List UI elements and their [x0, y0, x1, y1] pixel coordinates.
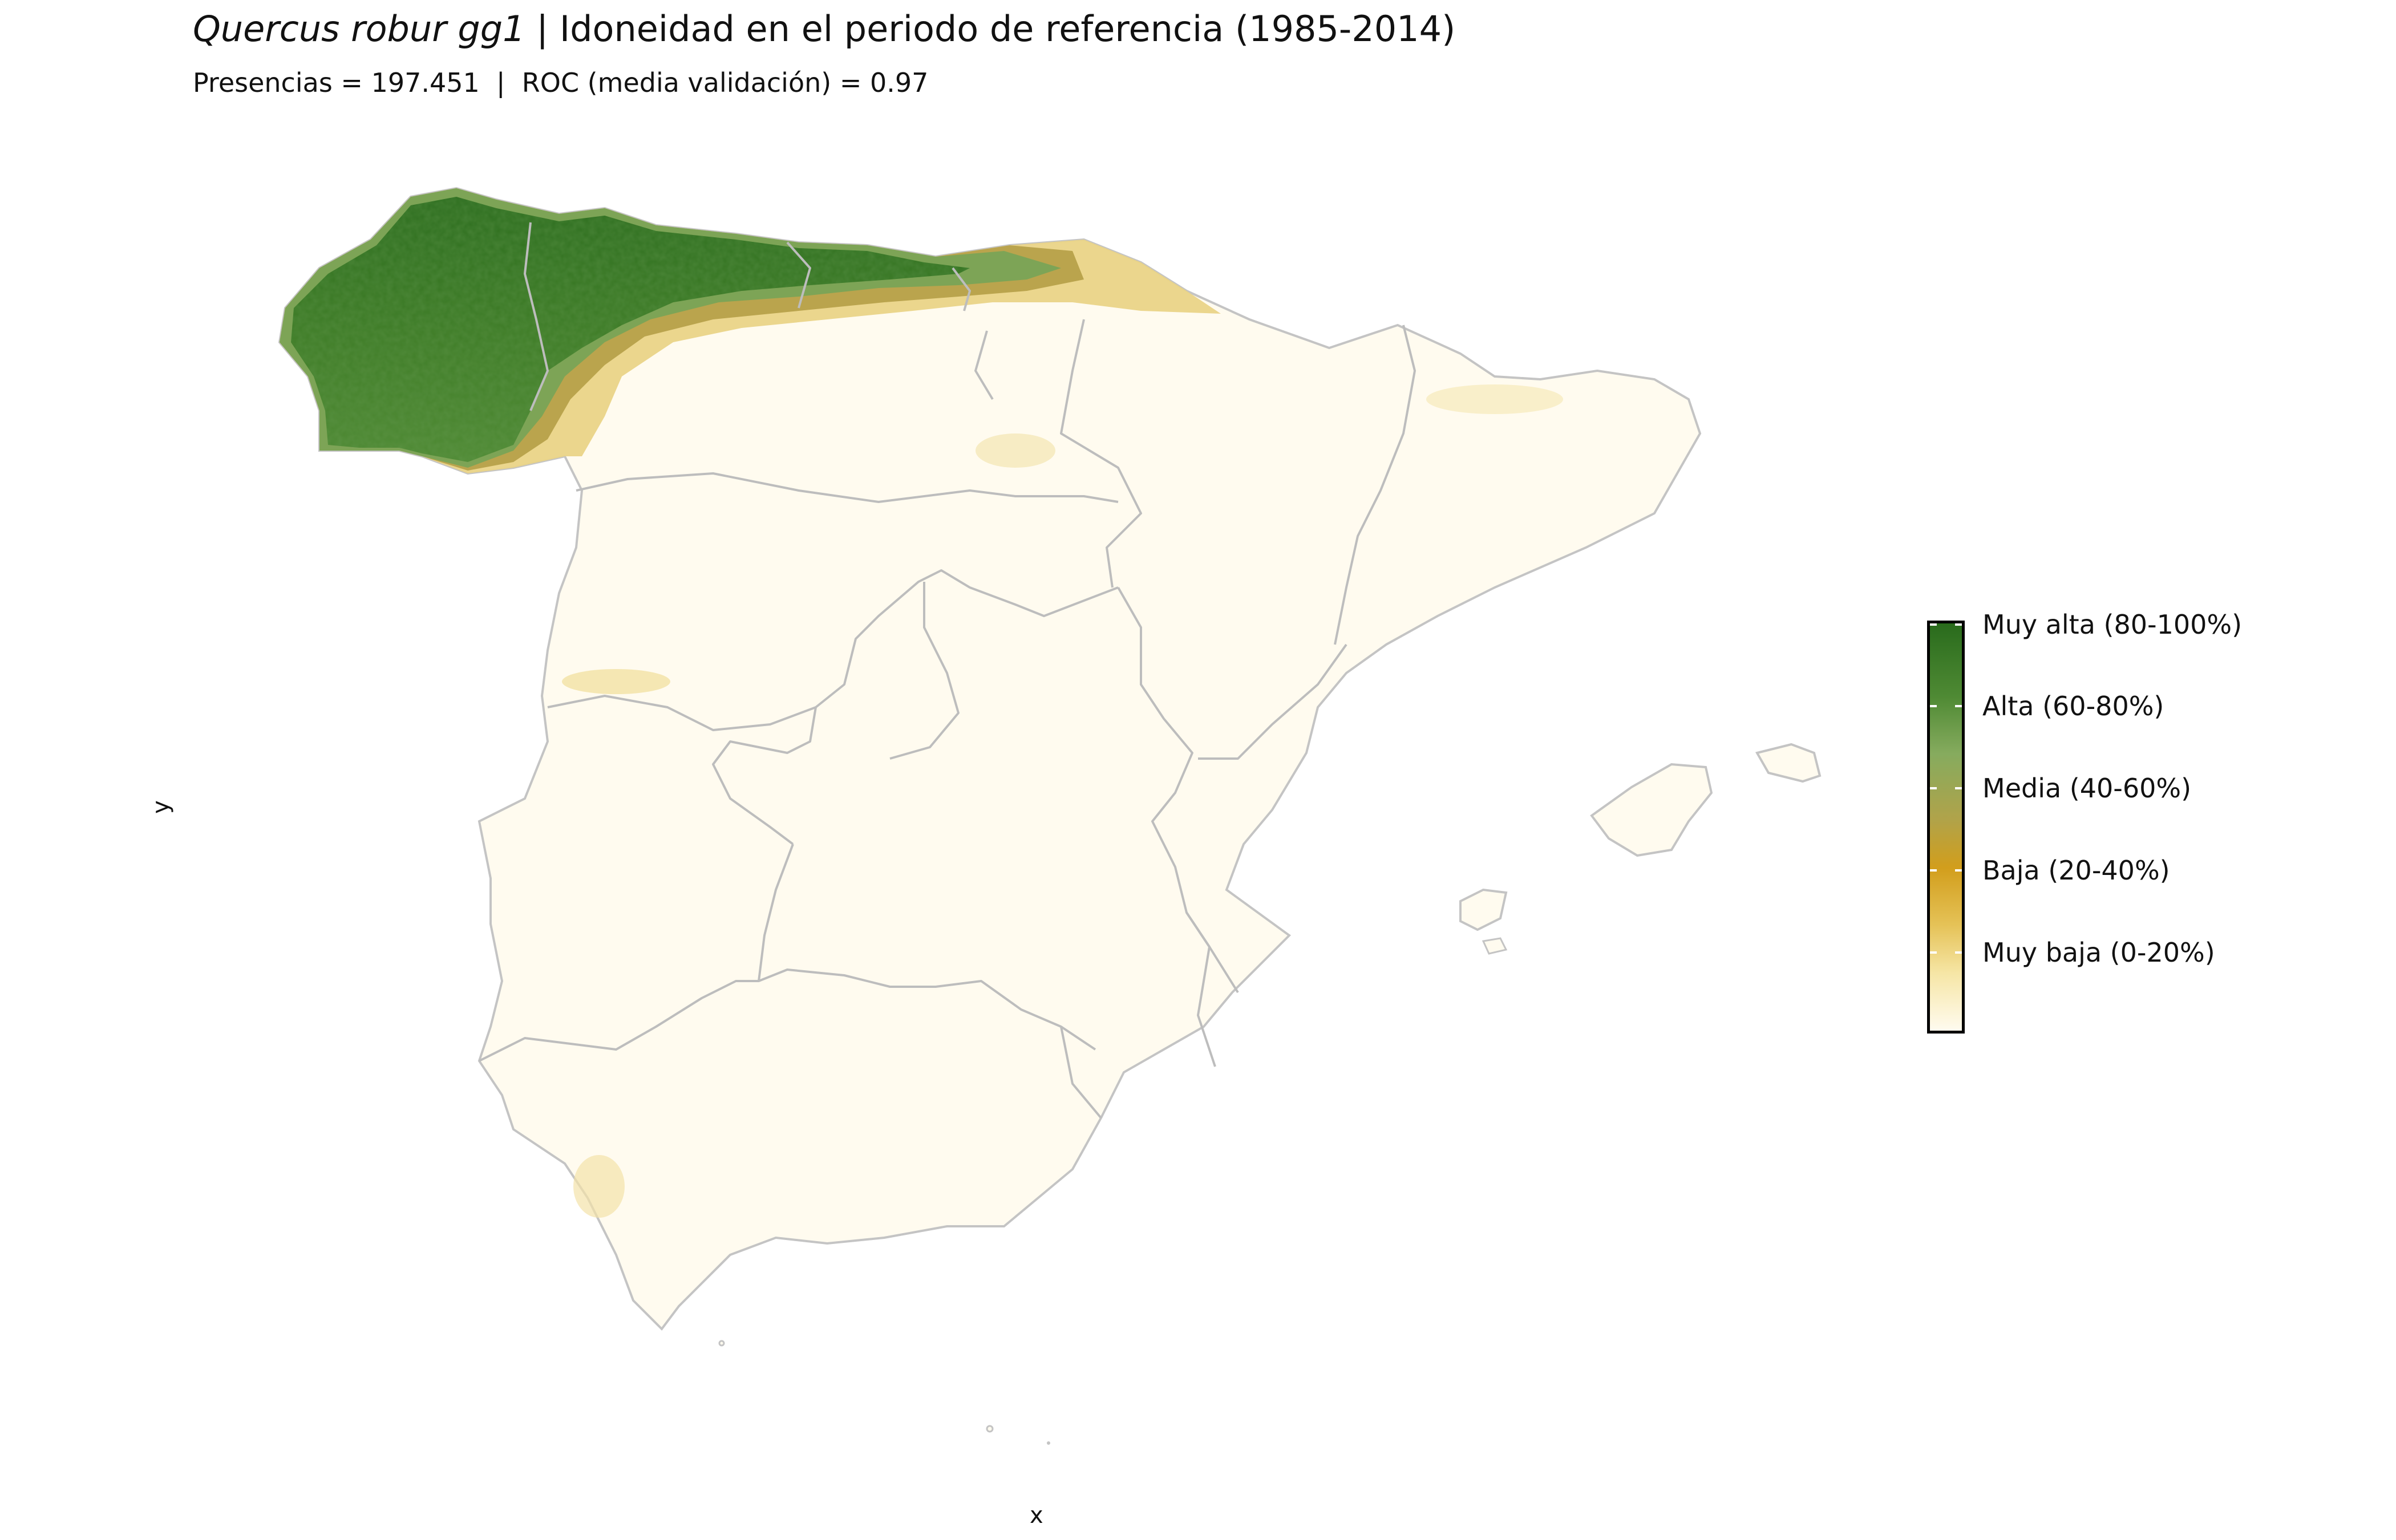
legend-label-alta: Alta (60-80%): [1982, 691, 2164, 722]
island-small-1: [986, 1425, 994, 1433]
legend-label-muy-baja: Muy baja (0-20%): [1982, 937, 2215, 968]
regional-borders: [479, 222, 1416, 1119]
island-small-3: [718, 1340, 725, 1347]
title-separator: |: [536, 8, 560, 50]
species-name: Quercus robur gg1: [193, 8, 525, 50]
legend-colorbar: [1927, 621, 1965, 1034]
island-formentera: [1482, 937, 1508, 955]
island-small-2: [1047, 1441, 1050, 1445]
legend-label-media: Media (40-60%): [1982, 773, 2192, 804]
patch-sistema-central: [562, 669, 670, 694]
patch-pirineo: [1426, 384, 1563, 414]
legend-label-muy-alta: Muy alta (80-100%): [1982, 609, 2243, 640]
title-text: Idoneidad en el periodo de referencia (1…: [559, 8, 1456, 50]
island-ibiza: [1459, 888, 1508, 931]
zone-muy-alta-texture: [291, 197, 970, 462]
patch-cadiz: [573, 1155, 625, 1218]
x-axis-label: x: [1030, 1502, 1043, 1529]
island-mallorca: [1590, 763, 1713, 857]
map-subtitle: Presencias = 197.451 | ROC (media valida…: [193, 67, 929, 98]
y-axis-label: y: [147, 800, 174, 814]
island-menorca: [1755, 743, 1822, 783]
patch-iberico: [976, 433, 1055, 468]
legend-label-baja: Baja (20-40%): [1982, 855, 2170, 886]
map-title: Quercus robur gg1 | Idoneidad en el peri…: [193, 3, 1455, 55]
